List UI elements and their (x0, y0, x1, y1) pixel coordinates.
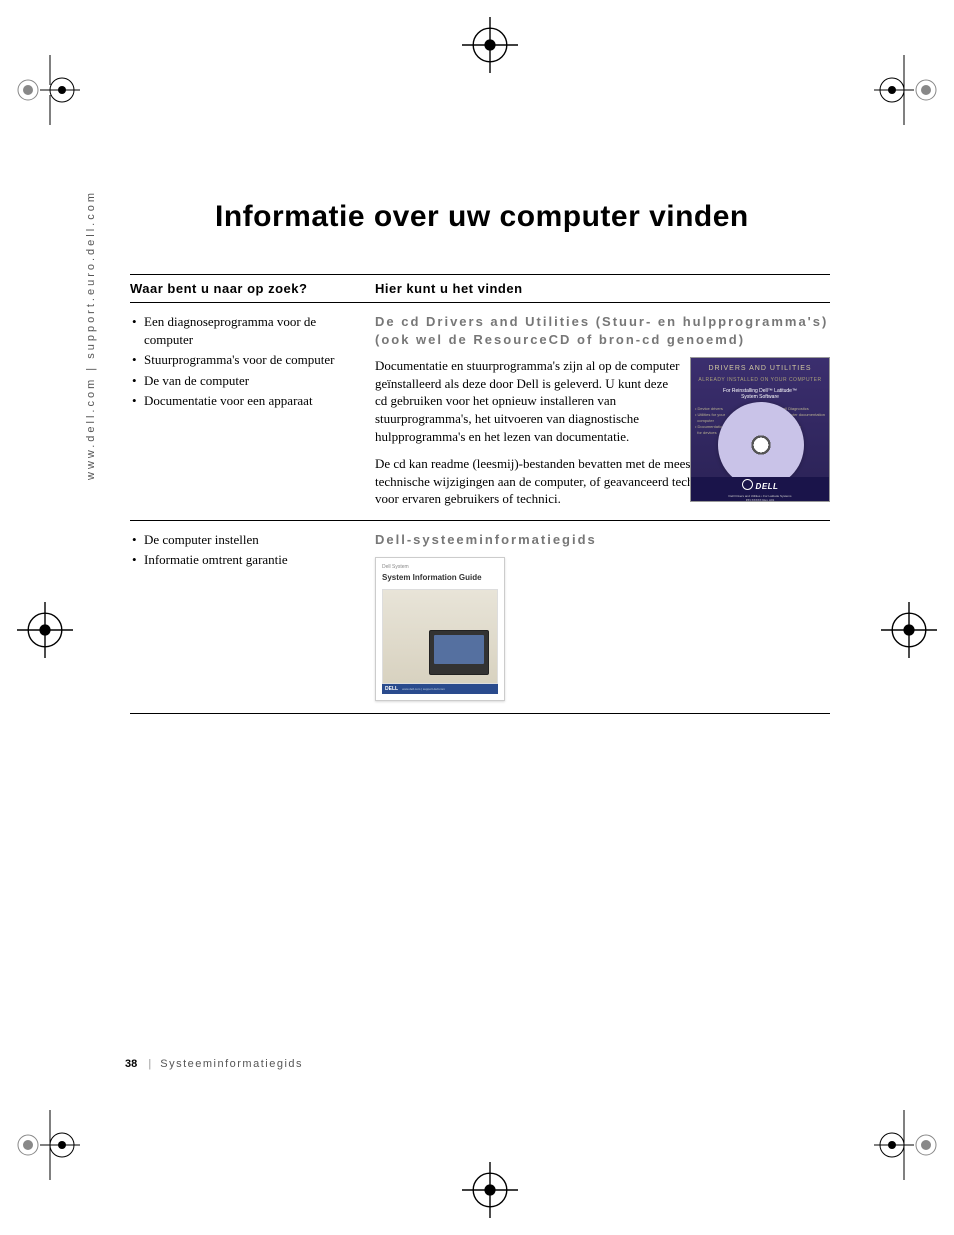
table-cell-left: Een diagnoseprogramma voor de computer S… (130, 303, 375, 521)
print-crop-mark (455, 1155, 525, 1225)
bullet-item: Stuurprogramma's voor de computer (130, 351, 365, 369)
side-url-text: www.dell.com | support.euro.dell.com (85, 190, 97, 480)
laptop-icon (429, 630, 489, 675)
print-crop-mark (874, 55, 944, 125)
footer-guide-name: Systeeminformatiegids (160, 1058, 303, 1070)
print-crop-mark (10, 55, 80, 125)
guide-title-text: System Information Guide (382, 573, 498, 584)
table-row: De computer instellen Informatie omtrent… (130, 520, 830, 714)
page-footer: 38 | Systeeminformatiegids (125, 1058, 303, 1070)
bullet-item: Een diagnoseprogramma voor de computer (130, 313, 365, 348)
answer-title: De cd Drivers and Utilities (Stuur- en h… (375, 313, 830, 349)
info-table: Waar bent u naar op zoek? Hier kunt u he… (130, 274, 830, 714)
print-crop-mark (10, 595, 80, 665)
print-crop-mark (874, 595, 944, 665)
answer-title: Dell-systeeminformatiegids (375, 531, 830, 549)
guide-small-text: Dell System (382, 564, 498, 571)
table-header-right: Hier kunt u het vinden (375, 275, 830, 303)
print-crop-mark (455, 10, 525, 80)
bullet-item: De computer instellen (130, 531, 365, 549)
dell-logo: DELL (691, 477, 829, 493)
guide-footer-fine-print: www.dell.com | support.dell.com (402, 687, 445, 691)
table-cell-right: Dell-systeeminformatiegids Dell System S… (375, 520, 830, 714)
table-header-left: Waar bent u naar op zoek? (130, 275, 375, 303)
print-crop-mark (10, 1110, 80, 1180)
footer-separator: | (148, 1058, 151, 1070)
cd-mid-text: System Software (691, 394, 829, 401)
dell-logo: DELL (385, 686, 398, 693)
cd-footer-fine-print: Dell Drivers and Utilities • For Latitud… (691, 493, 829, 502)
bullet-item: De van de computer (130, 372, 365, 390)
page-number: 38 (125, 1058, 137, 1070)
table-cell-right: De cd Drivers and Utilities (Stuur- en h… (375, 303, 830, 521)
print-crop-mark (874, 1110, 944, 1180)
table-cell-left: De computer instellen Informatie omtrent… (130, 520, 375, 714)
cd-disc-icon (718, 402, 804, 488)
page-content: Informatie over uw computer vinden Waar … (130, 200, 830, 714)
cd-subheading: ALREADY INSTALLED ON YOUR COMPUTER (691, 374, 829, 384)
bullet-item: Informatie omtrent garantie (130, 551, 365, 569)
cd-thumbnail: DRIVERS AND UTILITIES ALREADY INSTALLED … (690, 357, 830, 502)
page-title: Informatie over uw computer vinden (215, 200, 830, 234)
guide-thumbnail: Dell System System Information Guide DEL… (375, 557, 505, 702)
cd-heading: DRIVERS AND UTILITIES (691, 358, 829, 373)
answer-paragraph: Documentatie en stuurprogramma's zijn al… (375, 357, 680, 445)
table-row: Een diagnoseprogramma voor de computer S… (130, 303, 830, 521)
bullet-item: Documentatie voor een apparaat (130, 392, 365, 410)
